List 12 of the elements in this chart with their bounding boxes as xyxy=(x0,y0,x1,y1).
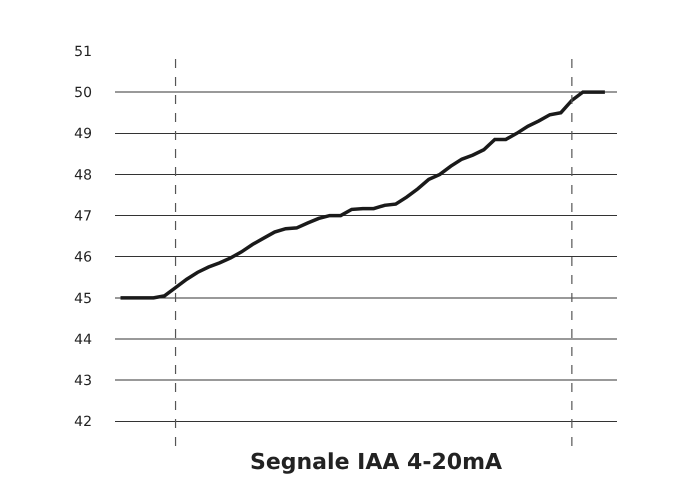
x-axis-title: Segnale IAA 4-20mA xyxy=(250,450,502,475)
y-tick-label: 50 xyxy=(74,85,92,102)
y-tick-label: 45 xyxy=(74,290,92,307)
y-tick-label: 47 xyxy=(74,208,92,224)
y-tick-label: 51 xyxy=(74,44,92,60)
y-tick-label: 49 xyxy=(74,126,92,142)
line-series xyxy=(118,90,607,300)
y-tick-label: 44 xyxy=(74,332,92,348)
y-tick-label: 46 xyxy=(74,250,92,266)
y-tick-label: 48 xyxy=(74,167,92,184)
y-tick-label: 42 xyxy=(74,414,92,430)
y-tick-label: 43 xyxy=(74,373,92,390)
